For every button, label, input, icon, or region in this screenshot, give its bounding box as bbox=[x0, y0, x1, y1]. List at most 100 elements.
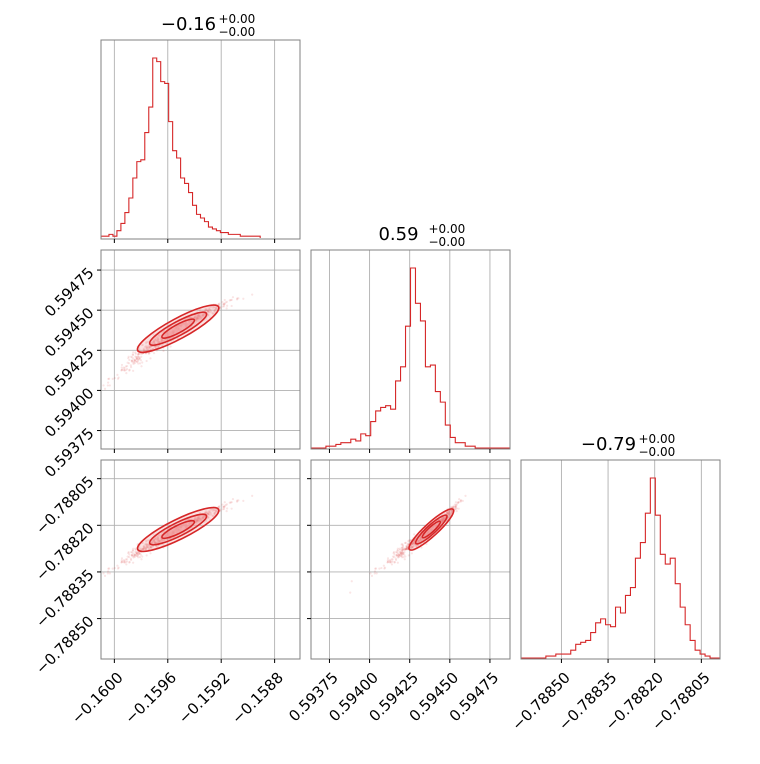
scatter-point bbox=[158, 341, 161, 344]
scatter-point bbox=[222, 302, 226, 305]
scatter-point bbox=[138, 362, 142, 365]
scatter-point bbox=[209, 508, 212, 511]
scatter-point bbox=[411, 542, 414, 546]
scatter-point bbox=[169, 537, 172, 540]
scatter-point bbox=[461, 499, 464, 503]
scatter-point bbox=[195, 316, 198, 319]
scatter-point bbox=[208, 316, 212, 319]
scatter-point bbox=[415, 545, 418, 548]
scatter-point bbox=[441, 519, 444, 522]
scatter-point bbox=[162, 339, 165, 342]
scatter-point bbox=[154, 537, 157, 541]
scatter-point bbox=[224, 301, 227, 304]
scatter-point bbox=[154, 537, 157, 540]
scatter-point bbox=[196, 317, 199, 320]
scatter-point bbox=[441, 519, 444, 523]
scatter-point bbox=[160, 538, 163, 541]
scatter-point bbox=[214, 510, 217, 513]
scatter-point bbox=[197, 314, 200, 317]
scatter-point bbox=[212, 306, 216, 309]
scatter-point bbox=[153, 540, 156, 543]
scatter-point bbox=[195, 316, 198, 319]
scatter-point bbox=[149, 545, 152, 549]
scatter-point bbox=[196, 319, 200, 322]
scatter-point bbox=[195, 519, 199, 522]
scatter-point bbox=[143, 547, 146, 550]
scatter-point bbox=[134, 547, 137, 550]
scatter-point bbox=[149, 546, 152, 549]
scatter-point bbox=[398, 553, 401, 557]
scatter-point bbox=[442, 516, 445, 519]
scatter-point bbox=[197, 314, 200, 317]
scatter-point bbox=[153, 539, 156, 542]
scatter-point bbox=[209, 308, 212, 311]
scatter-point bbox=[117, 376, 120, 379]
scatter-point bbox=[210, 311, 213, 314]
scatter-point bbox=[411, 542, 414, 545]
scatter-point bbox=[136, 360, 139, 363]
scatter-point bbox=[132, 351, 135, 354]
scatter-point bbox=[396, 549, 399, 552]
scatter-point bbox=[145, 546, 148, 549]
scatter-point bbox=[452, 505, 455, 508]
scatter-point bbox=[441, 518, 444, 522]
scatter-point bbox=[389, 559, 392, 562]
scatter-point bbox=[157, 539, 161, 542]
scatter-point bbox=[212, 508, 216, 512]
scatter-point bbox=[203, 313, 206, 316]
panel-frame bbox=[310, 459, 511, 660]
scatter-point bbox=[382, 564, 385, 567]
scatter-point bbox=[397, 556, 400, 559]
scatter-point bbox=[416, 541, 419, 544]
scatter-point bbox=[218, 302, 221, 305]
scatter-point bbox=[160, 340, 163, 343]
scatter-point bbox=[132, 547, 135, 550]
scatter-point bbox=[390, 558, 393, 561]
scatter-point bbox=[162, 339, 165, 342]
scatter-point bbox=[420, 538, 423, 541]
scatter-point bbox=[162, 349, 165, 353]
scatter-point bbox=[208, 306, 211, 310]
scatter-point bbox=[155, 545, 158, 548]
scatter-point bbox=[145, 347, 149, 350]
scatter-point bbox=[395, 551, 399, 554]
scatter-point bbox=[410, 552, 413, 555]
scatter-point bbox=[225, 300, 228, 303]
scatter-point bbox=[126, 361, 129, 364]
scatter-point bbox=[193, 518, 196, 521]
density-contour-level-3 bbox=[161, 318, 196, 339]
scatter-point bbox=[152, 339, 155, 342]
scatter-point bbox=[417, 539, 420, 542]
scatter-point bbox=[144, 545, 148, 549]
scatter-point bbox=[154, 345, 157, 349]
scatter-point bbox=[154, 541, 157, 544]
scatter-point bbox=[127, 552, 130, 555]
scatter-point bbox=[419, 538, 422, 542]
scatter-point bbox=[231, 497, 235, 501]
scatter-point bbox=[398, 547, 401, 550]
scatter-point bbox=[454, 507, 457, 511]
scatter-point bbox=[194, 516, 197, 520]
scatter-point bbox=[108, 567, 111, 570]
scatter-point bbox=[226, 304, 229, 307]
scatter-point bbox=[398, 555, 401, 559]
scatter-point bbox=[208, 311, 212, 314]
scatter-point bbox=[164, 338, 167, 342]
scatter-point bbox=[195, 319, 198, 322]
scatter-point bbox=[108, 384, 111, 387]
scatter-point bbox=[194, 316, 197, 320]
scatter-point bbox=[137, 552, 140, 555]
scatter-point bbox=[145, 548, 148, 551]
scatter-point bbox=[153, 345, 156, 348]
scatter-point bbox=[400, 546, 403, 549]
scatter-point bbox=[145, 346, 149, 350]
scatter-point bbox=[116, 567, 120, 570]
scatter-point bbox=[450, 506, 453, 509]
scatter-point bbox=[399, 551, 402, 554]
scatter-point bbox=[152, 341, 155, 344]
scatter-point bbox=[151, 539, 154, 543]
scatter-point bbox=[373, 572, 376, 575]
scatter-point bbox=[156, 337, 159, 341]
scatter-point bbox=[407, 542, 410, 545]
scatter-point bbox=[213, 512, 216, 516]
